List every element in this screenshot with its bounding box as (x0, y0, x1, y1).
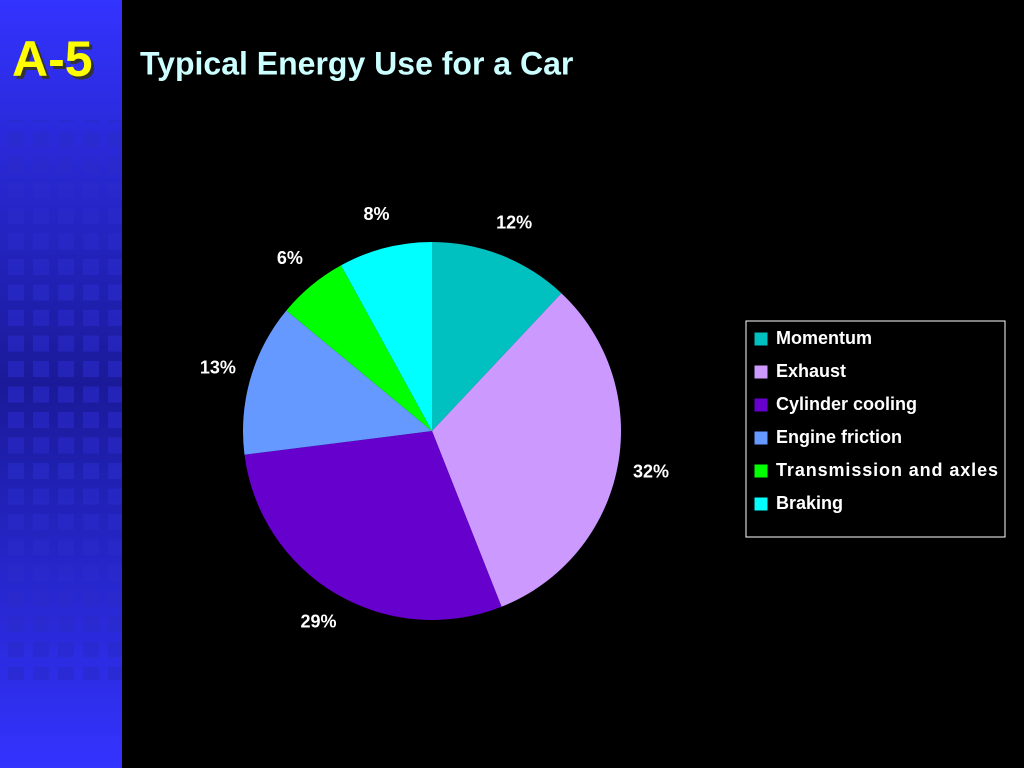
legend-label: Engine friction (776, 427, 902, 447)
chart-title: Typical Energy Use for a Car (140, 45, 573, 81)
slide-label: A-5 (12, 31, 93, 87)
pie-slice (244, 431, 502, 620)
legend-label: Cylinder cooling (776, 394, 917, 414)
pie-slice (286, 265, 432, 431)
slide-label-shadow: A-5 (15, 34, 96, 90)
legend-label: Momentum (776, 328, 872, 348)
legend-swatch (753, 331, 769, 347)
legend-swatch (753, 463, 769, 479)
legend-swatch (753, 364, 769, 380)
data-label: 8% (364, 204, 390, 224)
legend-label: Transmission and axles (776, 460, 998, 480)
legend-swatch (753, 430, 769, 446)
pie-slice (243, 310, 432, 455)
legend-swatch (753, 397, 769, 413)
legend-label: Exhaust (776, 361, 846, 381)
data-label: 6% (277, 248, 303, 268)
pie: 12% 32% 29% 13% 6% 8% (200, 204, 669, 632)
pie-slice (340, 242, 432, 431)
pie-slice (432, 242, 562, 431)
data-label: 13% (200, 358, 236, 378)
pie-slice (432, 293, 621, 607)
legend: Momentum Exhaust Cylinder cooling Engine fr… (745, 320, 1006, 538)
legend-swatch (753, 496, 769, 512)
data-label: 29% (300, 612, 336, 632)
data-label: 32% (633, 462, 669, 482)
data-label: 12% (496, 212, 532, 232)
side-pattern (0, 120, 122, 680)
legend-label: Braking (776, 493, 843, 513)
legend-box (745, 320, 1006, 538)
